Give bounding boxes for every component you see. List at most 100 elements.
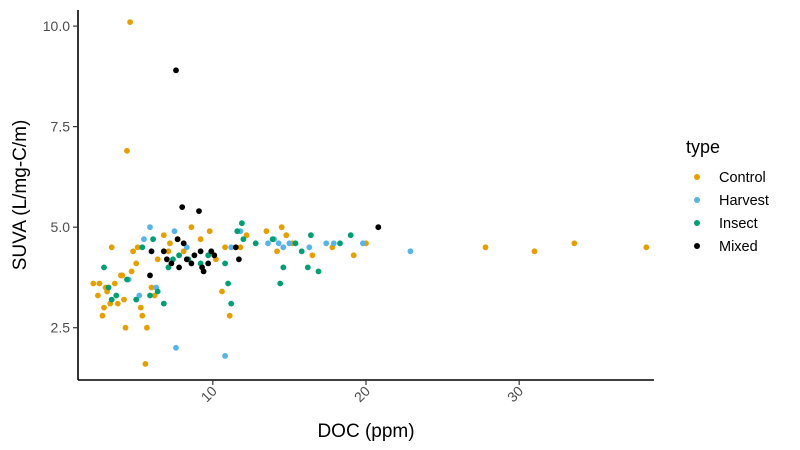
data-point: [237, 244, 244, 251]
series-mixed: [147, 67, 382, 279]
data-point: [113, 292, 120, 299]
data-point: [306, 244, 313, 251]
data-point: [200, 268, 207, 275]
data-point: [160, 248, 167, 255]
data-point: [197, 248, 204, 255]
legend-title: type: [686, 137, 720, 157]
data-point: [304, 264, 311, 271]
x-tick-label: 10: [198, 383, 220, 405]
data-point: [205, 252, 212, 259]
data-point: [280, 244, 287, 251]
data-point: [275, 240, 282, 247]
data-point: [315, 268, 322, 275]
data-point: [96, 280, 103, 287]
data-point: [243, 232, 250, 239]
data-point: [219, 288, 225, 295]
data-point: [141, 236, 147, 243]
data-point: [99, 312, 106, 319]
data-point: [269, 236, 276, 243]
data-point: [252, 240, 259, 247]
data-point: [197, 236, 204, 243]
data-point: [240, 236, 247, 243]
y-tick-label: 5.0: [51, 219, 71, 235]
data-point: [133, 260, 140, 267]
data-point: [191, 252, 198, 259]
data-point: [375, 224, 382, 231]
data-point: [205, 260, 212, 267]
data-point: [164, 256, 170, 263]
x-axis-title: DOC (ppm): [317, 421, 414, 442]
legend-key-mixed: [694, 243, 700, 249]
data-point: [239, 220, 245, 227]
data-point: [101, 304, 107, 311]
data-point: [277, 280, 284, 287]
data-point: [154, 256, 161, 263]
data-point: [347, 232, 354, 239]
data-point: [122, 324, 129, 331]
data-point: [171, 228, 178, 235]
data-point: [111, 280, 118, 287]
y-tick-label: 7.5: [51, 119, 71, 135]
data-point: [222, 244, 229, 251]
data-point: [280, 264, 287, 271]
legend-label-insect: Insect: [719, 216, 758, 232]
data-point: [188, 260, 195, 267]
data-point: [228, 244, 235, 251]
data-point: [148, 284, 155, 291]
data-point: [142, 361, 149, 367]
legend-key-harvest: [694, 197, 700, 203]
data-point: [337, 240, 343, 247]
data-point: [183, 244, 190, 251]
data-point: [95, 292, 101, 299]
data-point: [222, 353, 229, 359]
data-point: [208, 248, 215, 255]
ticks-layer: 10 20 30 2.5 5.0 7.5 10.0: [43, 18, 527, 405]
data-point: [124, 147, 130, 154]
data-point: [154, 288, 161, 295]
data-point: [150, 236, 157, 243]
data-point: [180, 240, 187, 247]
data-point: [108, 244, 115, 251]
data-point: [133, 296, 140, 303]
data-point: [350, 252, 357, 259]
data-point: [134, 244, 141, 251]
data-point: [101, 264, 107, 271]
legend-label-mixed: Mixed: [719, 239, 758, 255]
data-point: [179, 204, 186, 211]
data-point: [173, 344, 179, 351]
data-point: [160, 232, 167, 239]
data-point: [188, 224, 195, 231]
data-point: [147, 272, 153, 279]
legend: type Control Harvest Insect Mixed: [686, 137, 769, 255]
data-point: [263, 228, 270, 235]
data-point: [168, 260, 175, 267]
data-point: [130, 248, 137, 255]
data-point: [119, 272, 126, 279]
data-point: [309, 252, 316, 259]
data-point: [226, 312, 233, 319]
data-point: [232, 244, 239, 251]
data-point: [228, 300, 235, 307]
data-point: [151, 292, 158, 299]
data-point: [121, 296, 127, 303]
data-point: [360, 240, 366, 247]
data-point: [292, 240, 299, 247]
data-point: [407, 248, 414, 255]
data-point: [128, 268, 135, 275]
legend-label-control: Control: [719, 170, 766, 186]
data-point: [90, 280, 97, 287]
data-point: [176, 264, 183, 271]
data-point: [165, 248, 172, 255]
data-point: [234, 228, 241, 235]
data-point: [124, 276, 130, 283]
data-point: [308, 232, 314, 239]
data-point: [196, 208, 202, 215]
data-point: [139, 312, 146, 319]
data-point: [127, 19, 133, 25]
data-point: [183, 256, 190, 263]
data-point: [482, 244, 489, 251]
data-point: [330, 240, 337, 247]
data-point: [148, 248, 155, 255]
data-point: [274, 248, 280, 255]
